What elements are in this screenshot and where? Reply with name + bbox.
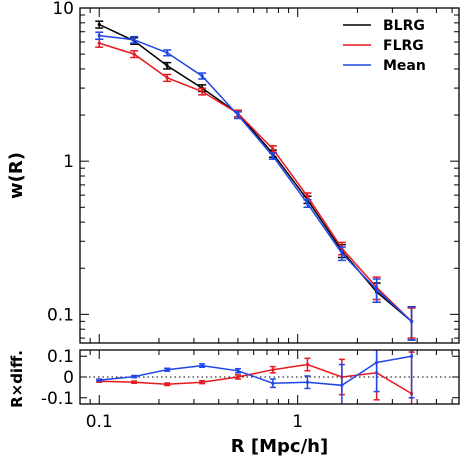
y-tick-label: 0 — [63, 368, 74, 388]
data-point-flrg — [97, 41, 101, 45]
data-point-flrg — [165, 76, 169, 80]
x-tick-label: 0.1 — [86, 412, 113, 432]
error-bar-mean — [407, 306, 416, 341]
data-point-mean — [97, 34, 101, 38]
error-bar-mean — [96, 378, 103, 382]
error-bar-flrg — [130, 50, 139, 59]
data-point-flrg — [236, 375, 240, 379]
error-bar-mean — [269, 378, 276, 389]
data-point-mean — [340, 383, 344, 387]
error-bar-flrg — [234, 374, 241, 380]
upper-panel: 0.1 1 10 w(R) BLRG FLRG Mean — [6, 0, 460, 344]
y-tick-label: 0.1 — [47, 305, 74, 325]
data-point-mean — [305, 201, 310, 206]
error-bar-mean — [199, 363, 206, 368]
data-point-mean — [165, 51, 169, 55]
y-tick-label: -0.1 — [41, 389, 74, 409]
error-bar-mean — [268, 152, 277, 160]
y-tick-label: 0.1 — [47, 347, 74, 367]
data-point-flrg — [200, 380, 204, 384]
data-point-mean — [409, 319, 414, 323]
error-bar-mean — [95, 31, 104, 41]
y-tick-label: 10 — [52, 0, 74, 19]
lower-tick-labels: 0.1 0 -0.1 0.1 1 — [41, 347, 303, 432]
lower-panel-frame — [79, 349, 460, 405]
error-bar-mean — [373, 350, 380, 393]
upper-panel-frame — [79, 7, 460, 344]
data-point-mean — [375, 360, 379, 365]
data-point-flrg — [132, 380, 136, 384]
error-bar-flrg — [131, 380, 138, 384]
legend-label-flrg: FLRG — [383, 38, 424, 54]
legend: BLRG FLRG Mean — [343, 18, 426, 74]
data-point-mean — [409, 354, 414, 358]
data-point-mean — [271, 154, 275, 158]
data-point-flrg — [271, 147, 275, 151]
upper-tick-labels: 0.1 1 10 — [47, 0, 74, 325]
data-point-blrg — [97, 22, 101, 27]
error-bar-mean — [130, 35, 139, 44]
error-bar-mean — [408, 350, 415, 399]
error-bar-mean — [131, 374, 138, 379]
data-point-mean — [236, 369, 240, 373]
data-point-mean — [340, 251, 344, 255]
error-bar-flrg — [163, 73, 172, 83]
data-point-mean — [200, 363, 204, 368]
legend-label-mean: Mean — [383, 58, 426, 74]
error-bar-mean — [164, 367, 171, 372]
data-point-mean — [271, 381, 275, 385]
data-point-mean — [165, 368, 169, 372]
error-bar-flrg — [269, 365, 276, 374]
series-line-flrg — [98, 42, 413, 322]
legend-label-blrg: BLRG — [383, 18, 425, 34]
data-point-flrg — [271, 368, 275, 372]
data-point-flrg — [200, 89, 204, 94]
data-point-mean — [132, 38, 136, 42]
data-point-mean — [236, 113, 240, 117]
data-point-flrg — [132, 52, 136, 56]
data-point-mean — [375, 288, 379, 292]
error-bar-mean — [303, 198, 312, 209]
data-point-flrg — [305, 194, 310, 198]
lower-plot-area — [96, 350, 415, 404]
error-bar-mean — [198, 72, 207, 80]
error-bar-flrg — [164, 382, 171, 387]
error-bar-blrg — [163, 61, 172, 70]
x-axis-label: R [Mpc/h] — [231, 436, 328, 457]
y-tick-label: 1 — [63, 152, 74, 172]
error-bar-mean — [234, 367, 241, 374]
error-bar-mean — [338, 363, 345, 404]
error-bar-flrg — [199, 379, 206, 385]
y-axis-label: w(R) — [6, 152, 27, 199]
error-bar-mean — [304, 375, 311, 390]
error-bar-mean — [337, 246, 346, 262]
error-bar-mean — [163, 49, 172, 57]
series-line-mean — [99, 34, 413, 322]
data-point-flrg — [165, 382, 169, 386]
error-bar-mean — [233, 111, 242, 120]
upper-plot-area — [95, 20, 416, 341]
series-line-flrg — [99, 363, 412, 395]
error-bar-blrg — [95, 20, 104, 29]
data-point-blrg — [165, 64, 169, 68]
data-point-flrg — [305, 362, 310, 367]
data-point-mean — [132, 374, 136, 379]
data-point-mean — [305, 380, 310, 384]
series-line-mean — [99, 355, 412, 387]
lower-panel: 0.1 0 -0.1 0.1 1 R×diff. R [Mpc/h] — [8, 347, 460, 457]
x-tick-label: 1 — [292, 412, 303, 432]
error-bar-mean — [372, 278, 381, 303]
data-point-mean — [97, 378, 101, 382]
error-bar-flrg — [198, 87, 207, 96]
error-bar-flrg — [304, 357, 311, 372]
data-point-mean — [200, 74, 204, 78]
residual-y-axis-label: R×diff. — [8, 350, 26, 408]
